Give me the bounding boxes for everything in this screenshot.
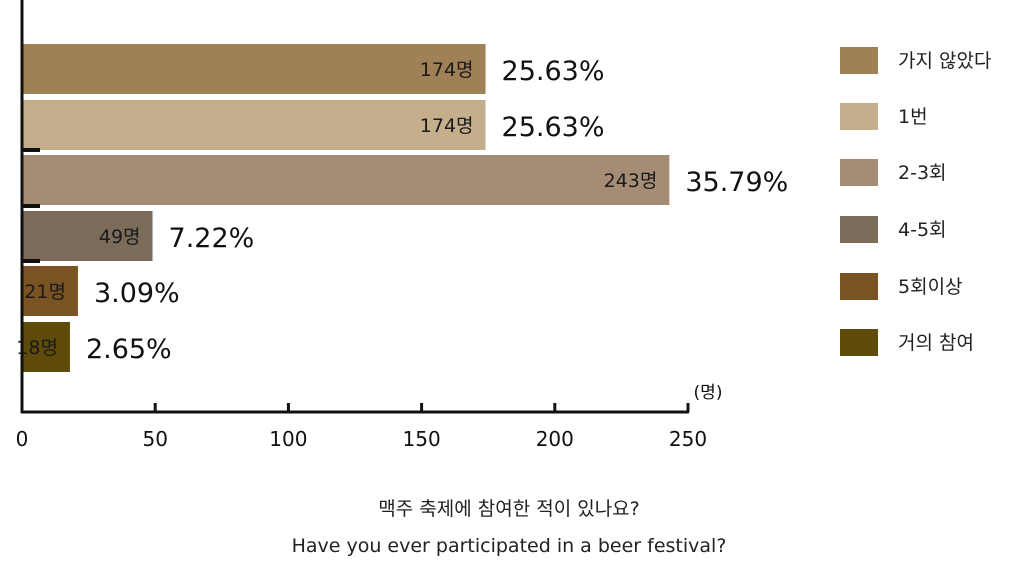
bar-count-label-2: 174명 [420, 115, 474, 137]
legend-label-1: 가지 않았다 [898, 50, 991, 72]
bar-count-label-4: 49명 [99, 226, 141, 248]
axes-layer: 0 50 100 150 200 250 (명) [16, 0, 723, 451]
legend-label-3: 2-3회 [898, 162, 947, 184]
chart-question-korean: 맥주 축제에 참여한 적이 있나요? [378, 498, 640, 520]
bar-count-label-6: 18명 [16, 337, 58, 359]
bar-percent-label-4: 7.22% [169, 223, 255, 254]
legend-label-5: 5회이상 [898, 276, 963, 298]
bar-count-label-1: 174명 [420, 59, 474, 81]
legend-swatch-4 [840, 216, 878, 243]
legend-label-6: 거의 참여 [898, 332, 974, 354]
x-tick-label-50: 50 [142, 427, 167, 451]
legend-label-2: 1번 [898, 106, 928, 128]
legend-label-4: 4-5회 [898, 219, 947, 241]
x-axis-unit: (명) [694, 383, 723, 403]
bar-3 [22, 155, 670, 205]
bar-2 [22, 100, 486, 150]
x-tick-label-100: 100 [269, 427, 307, 451]
bar-percent-label-5: 3.09% [94, 278, 180, 309]
bar-count-label-3: 243명 [604, 170, 658, 192]
bar-5 [22, 266, 78, 316]
bar-4 [22, 211, 153, 261]
legend-swatch-5 [840, 273, 878, 300]
bar-percent-label-2: 25.63% [502, 112, 605, 143]
legend-swatch-6 [840, 329, 878, 356]
bar-percent-label-3: 35.79% [685, 167, 788, 198]
bar-percent-label-6: 2.65% [86, 334, 172, 365]
x-tick-label-250: 250 [669, 427, 707, 451]
legend-swatch-1 [840, 47, 878, 74]
bars-layer: 174명 25.63% 174명 25.63% 243명 35.79% 49명 7.22% 21… [16, 44, 788, 372]
bar-6 [22, 322, 70, 372]
bar-1 [22, 44, 486, 94]
chart-question-english: Have you ever participated in a beer fes… [291, 535, 727, 557]
legend-swatch-2 [840, 103, 878, 130]
bar-count-label-5: 21명 [24, 281, 66, 303]
x-tick-label-150: 150 [403, 427, 441, 451]
legend-swatch-3 [840, 159, 878, 186]
bar-percent-label-1: 25.63% [502, 56, 605, 87]
x-tick-label-0: 0 [16, 427, 29, 451]
x-tick-label-200: 200 [536, 427, 574, 451]
